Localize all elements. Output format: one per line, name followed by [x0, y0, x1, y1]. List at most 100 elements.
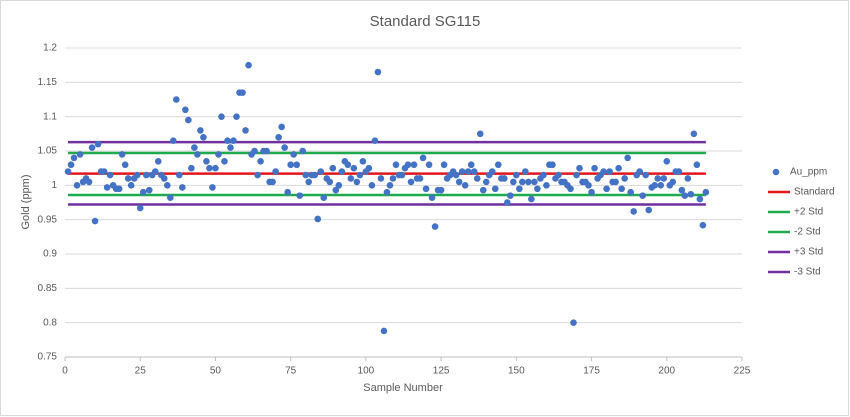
data-point [600, 168, 607, 175]
data-point [585, 182, 592, 189]
data-point [275, 133, 282, 141]
legend-label: -3 Std [794, 267, 821, 278]
data-point [476, 130, 484, 138]
x-tick-label: 175 [583, 366, 600, 377]
data-point [329, 164, 337, 172]
data-point [470, 168, 478, 175]
data-point [651, 182, 659, 189]
data-point [500, 175, 508, 182]
data-point [425, 161, 433, 169]
data-point [576, 164, 583, 172]
data-point [473, 175, 481, 182]
data-point [696, 195, 704, 203]
data-point [513, 171, 520, 179]
legend-label: +3 Std [794, 247, 823, 258]
data-point [618, 185, 625, 193]
x-tick-label: 225 [734, 366, 751, 377]
legend-label: -2 Std [794, 227, 821, 238]
legend-label: Standard [794, 187, 835, 198]
data-point [281, 144, 288, 151]
data-point [494, 161, 502, 169]
data-point [675, 168, 683, 175]
data-point [338, 168, 346, 175]
x-tick-label: 100 [358, 366, 375, 377]
data-point [392, 161, 400, 169]
data-point [615, 164, 622, 172]
data-point [218, 113, 225, 120]
data-point [290, 151, 297, 158]
y-tick-label: 0.75 [38, 352, 58, 363]
data-point [136, 204, 144, 212]
data-point [654, 175, 662, 182]
y-tick-label: 0.9 [43, 249, 57, 260]
data-point [431, 223, 439, 230]
data-point [479, 186, 487, 194]
data-point [170, 137, 177, 144]
x-tick-label: 25 [135, 366, 147, 377]
y-tick-label: 1.05 [38, 146, 58, 157]
data-point [528, 195, 535, 203]
data-point [317, 168, 325, 175]
data-point [458, 168, 466, 175]
y-tick-label: 0.95 [38, 214, 58, 225]
data-point [365, 164, 373, 172]
data-point [467, 161, 475, 169]
data-point [678, 186, 686, 194]
y-tick-label: 1.2 [43, 43, 57, 54]
x-tick-label: 75 [285, 366, 297, 377]
data-point [133, 171, 141, 179]
x-tick-label: 125 [433, 366, 450, 377]
chart-title: Standard SG115 [370, 13, 481, 30]
data-point [386, 182, 394, 189]
data-point [642, 171, 650, 179]
data-point [531, 178, 538, 186]
data-point [567, 185, 574, 193]
data-point [233, 113, 240, 120]
data-point [660, 175, 668, 182]
data-point [693, 161, 701, 169]
data-point [702, 188, 710, 196]
data-point [507, 192, 514, 199]
data-point [326, 178, 334, 186]
data-point [621, 175, 628, 182]
data-point [368, 182, 376, 189]
x-tick-label: 50 [210, 366, 222, 377]
data-point [549, 161, 556, 169]
data-point [100, 168, 108, 175]
data-point [419, 154, 427, 162]
data-point [452, 171, 460, 179]
data-point [543, 182, 550, 189]
data-point [389, 175, 397, 182]
data-point [269, 178, 276, 186]
data-point [91, 217, 99, 225]
y-tick-label: 0.8 [43, 317, 57, 328]
data-point [437, 186, 445, 194]
data-point [254, 171, 261, 179]
data-point [555, 171, 562, 179]
data-point [124, 175, 132, 182]
data-point [573, 171, 580, 179]
data-point [284, 188, 291, 196]
data-point [482, 178, 490, 186]
data-point [151, 168, 159, 175]
data-point [588, 188, 595, 196]
data-point [299, 147, 307, 155]
data-point [522, 168, 529, 175]
data-point [305, 178, 313, 186]
data-point [525, 178, 532, 186]
data-point [173, 96, 180, 103]
data-point [344, 161, 352, 169]
data-point [245, 61, 252, 69]
data-point [639, 192, 647, 199]
data-point [293, 161, 300, 169]
data-point [663, 158, 671, 165]
data-point [73, 182, 81, 189]
data-point [215, 151, 222, 158]
data-point [203, 158, 210, 165]
data-point [139, 188, 147, 196]
data-point [127, 182, 135, 189]
data-point [410, 161, 418, 169]
x-tick-label: 0 [62, 366, 68, 377]
x-axis-title: Sample Number [363, 382, 443, 394]
